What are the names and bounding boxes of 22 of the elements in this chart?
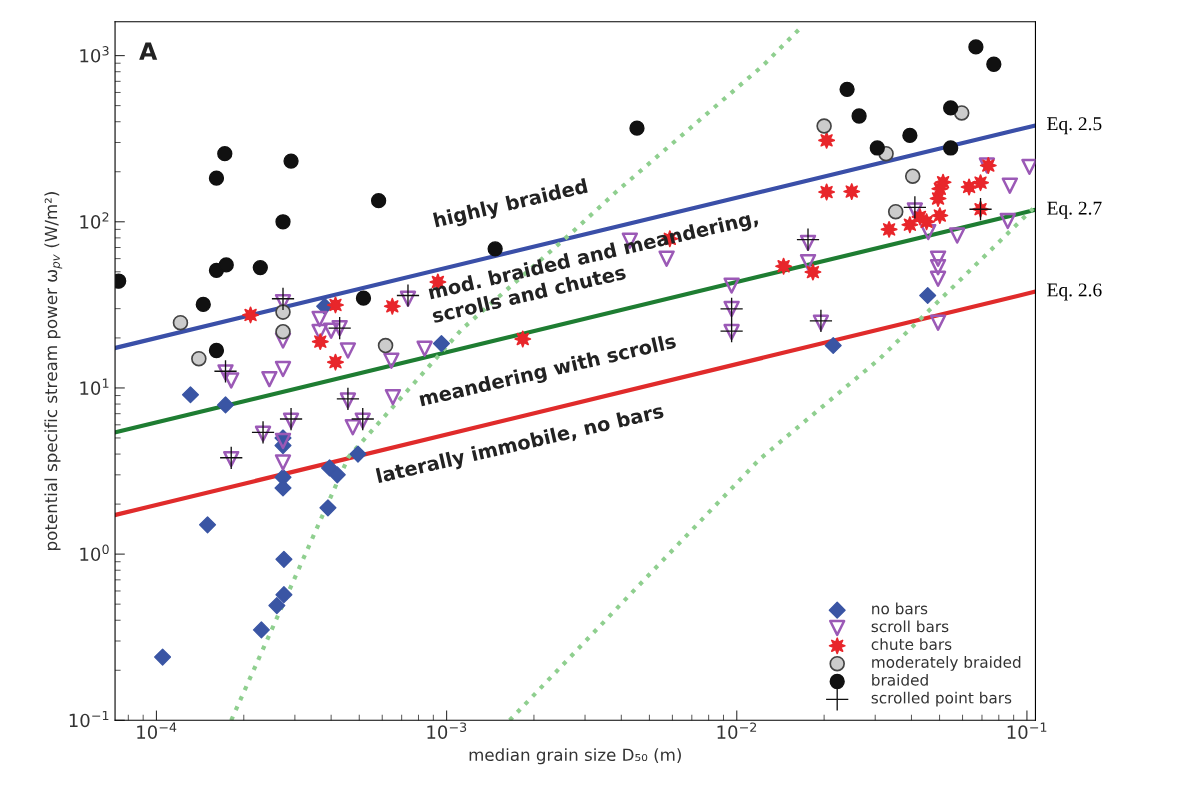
y-tick-label: 10$^{3}$ xyxy=(80,46,109,63)
series-label: Eq. 2.6 xyxy=(1047,283,1102,301)
legend-label: no bars xyxy=(872,602,928,615)
y-tick-label: 10$^{−1}$ xyxy=(69,710,109,728)
x-axis-title: median grain size D₅₀ (m) xyxy=(469,748,681,765)
series-label: Eq. 2.5 xyxy=(1047,117,1102,135)
x-tick-label: 10$^{−2}$ xyxy=(717,722,757,739)
y-tick-label: 10$^{0}$ xyxy=(80,544,109,562)
legend-label: scroll bars xyxy=(871,620,949,633)
legend-label: chute bars xyxy=(871,638,952,651)
y-tick-label: 10$^{2}$ xyxy=(80,212,109,229)
legend-label: braided xyxy=(872,673,928,686)
legend-label: moderately braided xyxy=(872,656,1021,671)
x-tick-label: 10$^{−4}$ xyxy=(137,722,177,739)
annotation: highly braided xyxy=(432,177,589,232)
series-label: Eq. 2.7 xyxy=(1047,201,1102,219)
x-tick-label: 10$^{−3}$ xyxy=(427,722,467,739)
annotation: A xyxy=(139,42,158,60)
y-tick-label: 10$^{1}$ xyxy=(80,378,109,395)
legend-label: scrolled point bars xyxy=(871,691,1012,707)
x-tick-label: 10$^{−1}$ xyxy=(1007,722,1047,739)
y-axis-title: potential specific stream power ω$_{pv}$ (W/m²) xyxy=(44,192,63,550)
